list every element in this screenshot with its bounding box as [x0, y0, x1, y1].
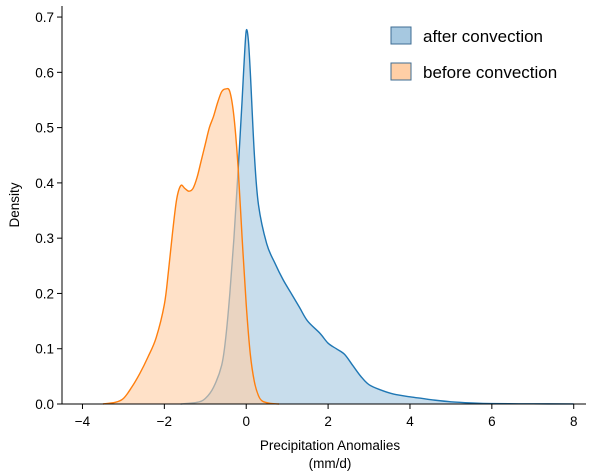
legend-label-before-convection: before convection	[423, 63, 557, 82]
y-tick-label: 0.5	[35, 121, 54, 136]
y-tick-label: 0.2	[35, 286, 54, 301]
x-tick-label: −4	[75, 414, 91, 429]
density-line-before-convection	[102, 87, 280, 405]
x-tick-label: 8	[570, 414, 578, 429]
legend-swatch-before-convection	[390, 62, 412, 81]
y-axis-label: Density	[7, 182, 22, 227]
x-tick-label: 6	[488, 414, 496, 429]
plot-area	[102, 28, 574, 405]
legend-swatch-after-convection	[390, 26, 412, 45]
x-tick-label: 4	[406, 414, 414, 429]
x-tick-label: 0	[242, 414, 250, 429]
y-tick-label: 0.6	[35, 65, 54, 80]
x-tick-label: −2	[157, 414, 172, 429]
y-tick-label: 0.7	[35, 10, 54, 25]
y-tick-label: 0.4	[35, 176, 54, 191]
density-fill-after-convection	[180, 29, 574, 404]
x-axis-label-line-1: Precipitation Anomalies	[260, 438, 401, 453]
x-axis-ticks: −4 −2 0 2 4 6 8	[75, 404, 578, 429]
y-tick-label: 0.1	[35, 342, 54, 357]
x-axis-label-line-2: (mm/d)	[309, 456, 352, 471]
legend: after convection before convection	[390, 26, 557, 82]
y-tick-label: 0.3	[35, 231, 54, 246]
y-tick-label: 0.0	[35, 397, 54, 412]
y-axis-ticks: 0.0 0.1 0.2 0.3 0.4 0.5 0.6 0.7	[35, 10, 62, 412]
x-tick-label: 2	[324, 414, 332, 429]
legend-label-after-convection: after convection	[423, 27, 543, 46]
density-fill-before-convection	[102, 88, 279, 404]
